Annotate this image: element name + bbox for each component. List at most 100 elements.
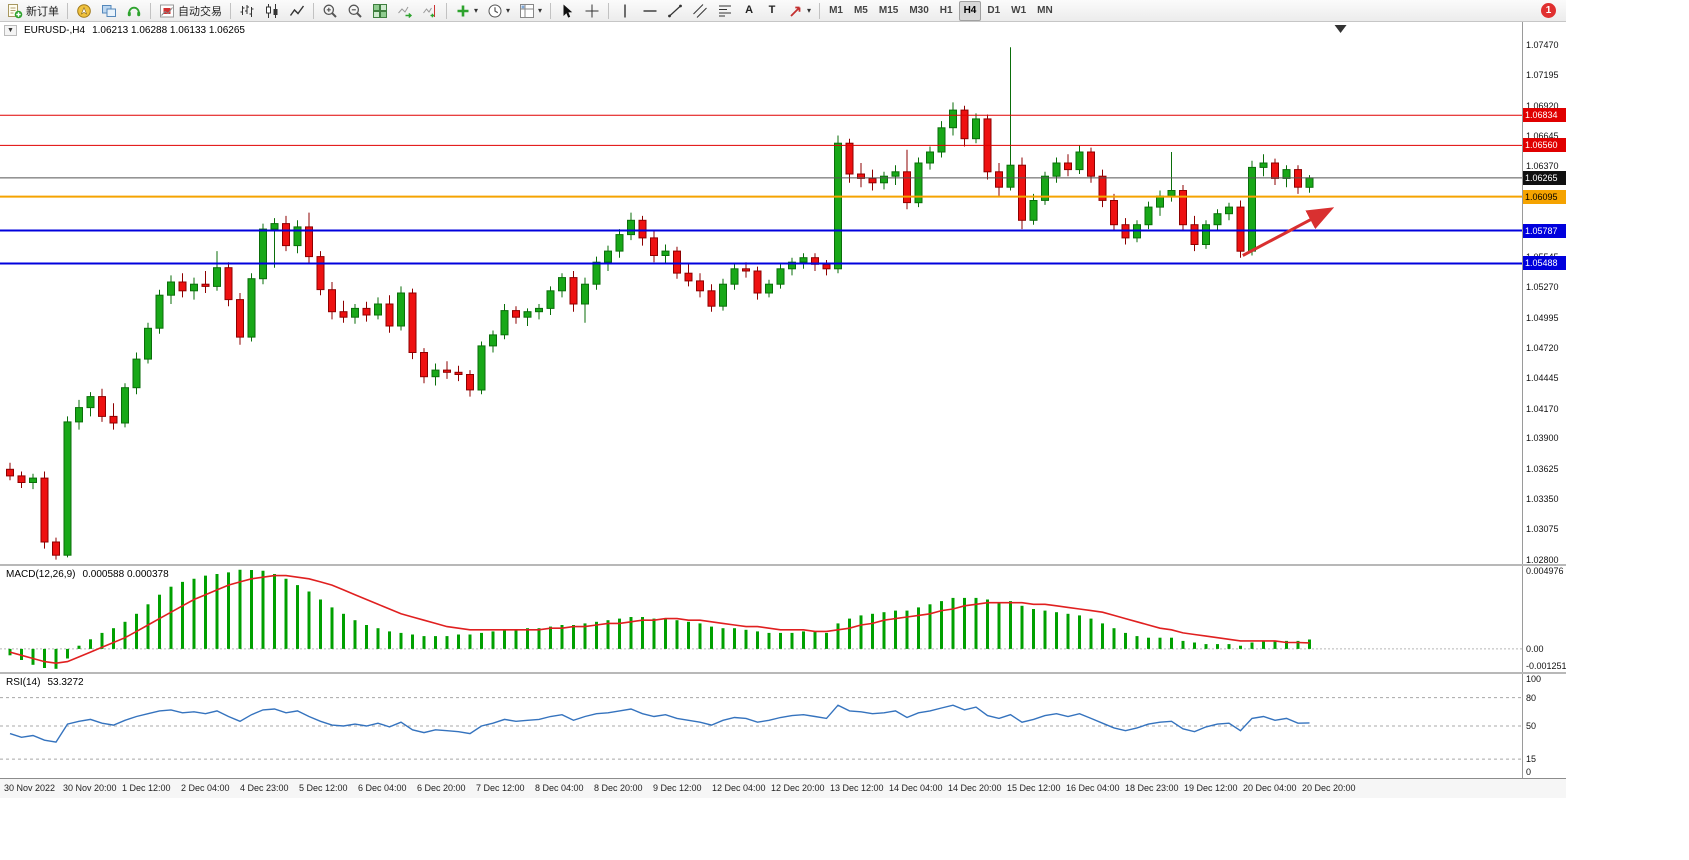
timeframe-button-h1[interactable]: H1	[939, 5, 953, 16]
timeframe-button-m15[interactable]: M15	[878, 5, 899, 16]
autotrade-label: 自动交易	[178, 5, 222, 18]
vertical-line-tool-button[interactable]	[613, 1, 637, 21]
indicators-button[interactable]: ▾	[451, 1, 482, 21]
panel-splitter[interactable]	[0, 672, 1566, 674]
timeframe-button-mn[interactable]: MN	[1037, 5, 1053, 16]
macd-tick-label: -0.001251	[1526, 661, 1566, 671]
time-axis-label: 12 Dec 04:00	[712, 783, 766, 793]
dropdown-caret-icon: ▾	[807, 5, 812, 15]
price-line-badge: 1.06265	[1523, 171, 1566, 185]
zoom-in-button[interactable]	[318, 1, 342, 21]
rsi-name: RSI(14)	[6, 677, 41, 688]
time-axis-label: 30 Nov 2022	[4, 783, 56, 793]
price-tick-label: 1.04995	[1526, 313, 1559, 323]
timeframe-button-d1[interactable]: D1	[987, 5, 1001, 16]
horizontal-line-tool-button[interactable]	[638, 1, 662, 21]
chart-menu-arrow-icon[interactable]: ▼	[4, 25, 17, 36]
candlestick-mode-button[interactable]	[260, 1, 284, 21]
autotrade-button[interactable]: 自动交易	[155, 1, 226, 21]
shapes-tool-button[interactable]: ▾	[784, 1, 815, 21]
new-order-icon	[8, 3, 23, 18]
toolbar-separator	[446, 2, 447, 19]
chart-shift-icon	[423, 4, 435, 18]
dropdown-caret-icon: ▾	[538, 5, 543, 15]
timeframe-button-h4[interactable]: H4	[958, 0, 982, 21]
support-button[interactable]	[122, 1, 146, 21]
templates-button[interactable]: ▾	[515, 1, 546, 21]
label-tool-button[interactable]: T	[761, 1, 783, 21]
macd-tick-label: 0.004976	[1526, 566, 1564, 576]
toolbar-separator	[550, 2, 552, 19]
timeframe-button-m1[interactable]: M1	[829, 5, 843, 16]
rsi-panel[interactable]: RSI(14) 53.3272 100 80 50 15 0	[0, 674, 1566, 778]
periods-button[interactable]: ▾	[483, 1, 514, 21]
new-order-button[interactable]: 新订单	[3, 1, 63, 21]
timeframe-button-w1[interactable]: W1	[1011, 5, 1027, 16]
autotrade-icon	[160, 4, 174, 17]
vertical-line-icon	[624, 4, 626, 17]
notification-badge[interactable]: 1	[1541, 3, 1556, 18]
line-chart-mode-button[interactable]	[285, 1, 309, 21]
macd-name: MACD(12,26,9)	[6, 569, 76, 580]
macd-axis[interactable]: 0.004976 0.00 -0.001251	[1522, 566, 1566, 672]
compass-button[interactable]	[72, 1, 96, 21]
auto-scroll-button[interactable]	[393, 1, 417, 21]
timeframe-button-m30[interactable]: M30	[909, 5, 929, 16]
bar-chart-mode-button[interactable]	[235, 1, 259, 21]
cursor-tool-button[interactable]	[555, 1, 579, 21]
horizontal-line-icon	[643, 9, 657, 12]
new-order-label: 新订单	[26, 5, 59, 18]
fibonacci-tool-button[interactable]	[713, 1, 737, 21]
macd-panel[interactable]: MACD(12,26,9) 0.000588 0.000378 0.004976…	[0, 566, 1566, 672]
time-axis-label: 14 Dec 04:00	[889, 783, 943, 793]
price-chart-panel[interactable]: ▼ EURUSD-,H4 1.06213 1.06288 1.06133 1.0…	[0, 22, 1566, 564]
rsi-label: RSI(14) 53.3272	[6, 677, 84, 688]
zoom-out-icon	[348, 4, 362, 18]
cursor-icon	[563, 4, 573, 18]
price-axis[interactable]: 1.074701.071951.069201.066451.063701.055…	[1522, 22, 1566, 564]
toolbar: 新订单 自动交易	[0, 0, 1566, 22]
chart-symbol-period: EURUSD-,H4	[23, 25, 86, 36]
trendline-tool-button[interactable]	[663, 1, 687, 21]
toolbar-separator	[608, 2, 610, 19]
time-axis-label: 12 Dec 20:00	[771, 783, 825, 793]
line-chart-icon	[289, 5, 305, 16]
macd-plot[interactable]	[0, 566, 1522, 672]
price-chart-plot[interactable]	[0, 22, 1522, 564]
rsi-plot[interactable]	[0, 674, 1522, 778]
chart-shift-marker-icon	[1334, 25, 1347, 33]
time-axis[interactable]: 30 Nov 2022 30 Nov 20:00 1 Dec 12:00 2 Dec …	[0, 778, 1566, 798]
time-axis-label: 7 Dec 12:00	[476, 783, 525, 793]
rsi-tick-label: 0	[1526, 767, 1532, 777]
price-line-badge: 1.06560	[1523, 138, 1566, 152]
time-axis-label: 19 Dec 12:00	[1184, 783, 1238, 793]
timeframe-button-m5[interactable]: M5	[853, 5, 868, 16]
rsi-tick-label: 100	[1526, 674, 1542, 684]
time-axis-label: 5 Dec 12:00	[299, 783, 348, 793]
crosshair-tool-button[interactable]	[580, 1, 604, 21]
macd-tick-label: 0.00	[1526, 644, 1544, 654]
time-axis-label: 2 Dec 04:00	[181, 783, 230, 793]
mt4-window: 新订单 自动交易	[0, 0, 1566, 798]
channel-tool-button[interactable]	[688, 1, 712, 21]
price-line-badge: 1.06834	[1523, 108, 1566, 122]
price-chart-svg	[0, 25, 1522, 560]
tile-windows-button[interactable]	[368, 1, 392, 21]
time-axis-label: 6 Dec 20:00	[417, 783, 466, 793]
macd-svg	[0, 569, 1522, 669]
zoom-out-button[interactable]	[343, 1, 367, 21]
rsi-axis[interactable]: 100 80 50 15 0	[1522, 674, 1566, 778]
price-tick-label: 1.03900	[1526, 433, 1559, 443]
price-tick-label: 1.07195	[1526, 70, 1559, 80]
chart-shift-button[interactable]	[418, 1, 442, 21]
panel-splitter[interactable]	[0, 564, 1566, 566]
label-icon: T	[768, 4, 776, 16]
charts-window-button[interactable]	[97, 1, 121, 21]
text-tool-button[interactable]: A	[738, 1, 760, 21]
time-axis-label: 20 Dec 04:00	[1243, 783, 1297, 793]
time-axis-label: 14 Dec 20:00	[948, 783, 1002, 793]
text-icon: A	[745, 4, 754, 16]
price-tick-label: 1.03075	[1526, 524, 1559, 534]
price-tick-label: 1.04445	[1526, 373, 1559, 383]
price-tick-label: 1.03625	[1526, 464, 1559, 474]
